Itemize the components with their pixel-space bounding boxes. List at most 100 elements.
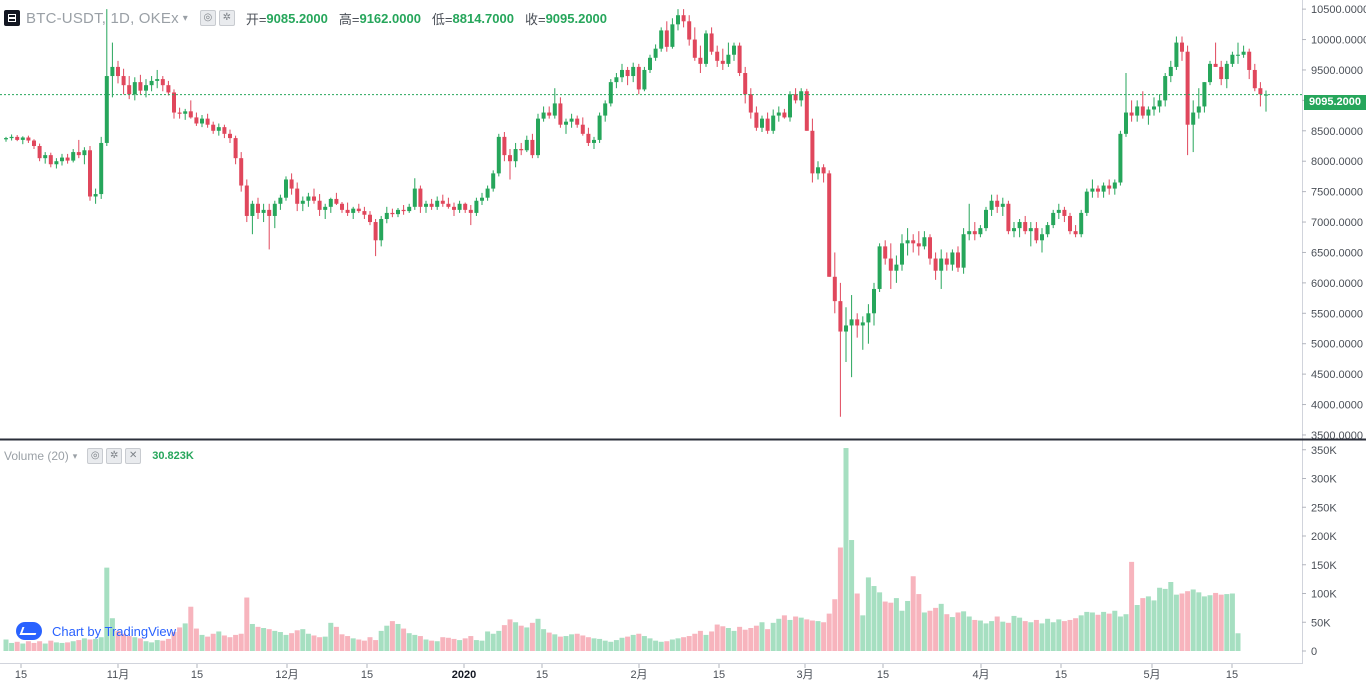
volume-bar: [1089, 612, 1095, 651]
volume-bar: [529, 622, 535, 651]
volume-bar: [1134, 605, 1140, 651]
volume-value: 30.823K: [152, 450, 194, 462]
candle-body: [793, 94, 798, 101]
candle: [788, 91, 792, 122]
candle-body: [1012, 228, 1016, 232]
candle: [412, 178, 417, 210]
volume-bar: [289, 633, 295, 651]
candle: [1012, 222, 1016, 238]
close-icon[interactable]: ✕: [125, 448, 142, 464]
candle: [300, 196, 305, 212]
volume-bar: [938, 603, 944, 651]
volume-bar: [244, 597, 250, 651]
candle-body: [362, 211, 367, 215]
volume-bar: [31, 642, 37, 651]
candle-body: [827, 173, 832, 277]
candle-body: [810, 130, 815, 174]
volume-bar: [709, 631, 715, 651]
candle: [228, 129, 232, 143]
candle-body: [922, 237, 927, 247]
candle-body: [379, 219, 384, 241]
time-tick-label: 11月: [107, 669, 129, 681]
candle: [760, 115, 764, 133]
volume-bar: [126, 636, 132, 651]
volume-bar: [1140, 598, 1146, 651]
symbol-title[interactable]: BTC-USDT, 1D, OKEx: [26, 9, 179, 27]
candle-body: [832, 276, 837, 302]
candle-body: [457, 203, 462, 210]
candle: [1000, 197, 1005, 216]
volume-bar: [815, 621, 821, 651]
candle-body: [1040, 234, 1044, 241]
candle-body: [580, 124, 585, 134]
gear-icon[interactable]: ✲: [218, 10, 235, 26]
eye-icon[interactable]: ◎: [199, 10, 216, 26]
candle: [653, 44, 658, 61]
candle: [642, 66, 647, 92]
volume-bar: [434, 641, 440, 651]
candle: [177, 107, 182, 119]
volume-bar: [1157, 587, 1163, 651]
candle: [1073, 225, 1078, 238]
volume-bar: [966, 616, 972, 651]
candle-body: [726, 54, 731, 64]
candle-body: [396, 209, 400, 215]
volume-bar: [401, 628, 407, 651]
candle: [71, 149, 76, 163]
volume-bar: [93, 638, 99, 651]
candle: [418, 185, 423, 213]
volume-bar: [283, 634, 289, 651]
candle: [1034, 222, 1039, 244]
volume-bar: [860, 615, 866, 651]
volume-bar: [1196, 592, 1202, 651]
candle: [995, 194, 1000, 213]
candle: [855, 313, 860, 338]
volume-bar: [305, 633, 311, 651]
candle: [1168, 60, 1173, 83]
chevron-down-icon[interactable]: ▾: [72, 450, 78, 461]
candle-body: [743, 73, 748, 95]
volume-bar: [546, 632, 552, 651]
candle: [939, 249, 944, 289]
volume-bar: [787, 619, 793, 651]
candle-body: [1129, 112, 1134, 116]
chevron-down-icon[interactable]: ▾: [182, 12, 188, 24]
volume-bar: [597, 638, 603, 651]
candle-body: [1124, 112, 1128, 134]
candle: [1146, 106, 1151, 125]
candle: [631, 62, 636, 83]
candle: [233, 135, 238, 165]
volume-bar: [1073, 618, 1079, 651]
volume-title[interactable]: Volume (20): [4, 449, 69, 463]
candle: [608, 79, 613, 107]
volume-bar: [1235, 633, 1241, 651]
candle-body: [558, 103, 563, 125]
volume-bar: [53, 642, 59, 651]
candle-body: [1023, 222, 1028, 232]
price-tick-label: 3500.0000: [1311, 430, 1363, 442]
volume-bar: [154, 640, 160, 651]
menu-icon[interactable]: [4, 10, 20, 26]
eye-icon[interactable]: ◎: [87, 448, 104, 464]
volume-bar: [216, 631, 222, 651]
volume-bar: [1017, 617, 1023, 651]
tradingview-watermark[interactable]: Chart by TradingView: [16, 622, 176, 640]
candle-body: [720, 60, 725, 64]
candle: [317, 194, 322, 216]
candle-body: [1163, 76, 1168, 101]
candle-body: [748, 94, 753, 113]
volume-bar: [205, 636, 211, 651]
volume-bar: [1050, 622, 1056, 651]
tradingview-logo-icon: [16, 622, 42, 640]
candle: [121, 68, 126, 95]
candle: [950, 249, 955, 271]
volume-bar: [1145, 596, 1151, 651]
volume-bar: [210, 633, 216, 651]
candle-body: [127, 85, 132, 95]
volume-bar: [445, 637, 451, 651]
gear-icon[interactable]: ✲: [106, 448, 123, 464]
volume-bar: [1179, 593, 1185, 651]
candle-body: [754, 112, 759, 128]
